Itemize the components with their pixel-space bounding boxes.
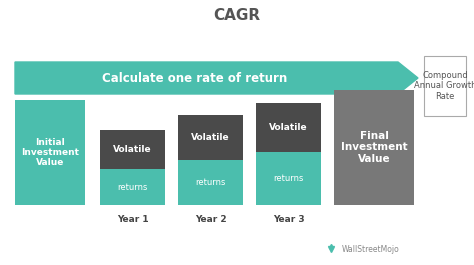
FancyBboxPatch shape [15,100,85,205]
Text: Year 3: Year 3 [273,214,304,223]
FancyBboxPatch shape [100,169,165,205]
FancyBboxPatch shape [256,152,321,205]
Text: Compound
Annual Growth
Rate: Compound Annual Growth Rate [414,71,474,101]
FancyBboxPatch shape [424,56,466,116]
Text: Year 2: Year 2 [195,214,226,223]
FancyBboxPatch shape [100,130,165,169]
Text: returns: returns [117,183,148,192]
FancyBboxPatch shape [334,90,414,205]
Text: Initial
Investment
Value: Initial Investment Value [21,138,79,167]
Text: Volatile: Volatile [269,123,308,132]
Text: CAGR: CAGR [213,8,261,24]
FancyArrow shape [15,62,418,94]
Text: Final
Investment
Value: Final Investment Value [341,131,407,164]
Text: returns: returns [273,174,304,183]
Text: Calculate one rate of return: Calculate one rate of return [102,72,288,85]
Text: Volatile: Volatile [113,145,152,154]
FancyBboxPatch shape [178,115,243,160]
Text: WallStreetMojo: WallStreetMojo [341,245,399,254]
Text: returns: returns [195,178,226,187]
FancyBboxPatch shape [256,103,321,152]
Text: Volatile: Volatile [191,133,230,142]
Text: Year 1: Year 1 [117,214,148,223]
FancyBboxPatch shape [178,160,243,205]
